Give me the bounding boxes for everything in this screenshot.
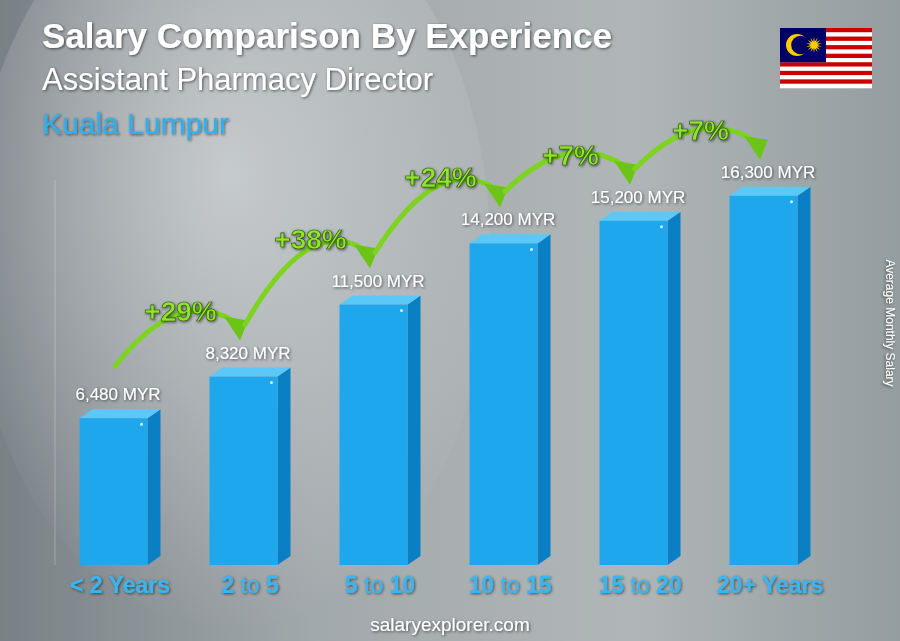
bar-group: [340, 295, 421, 565]
subtitle: Assistant Pharmacy Director: [42, 62, 433, 97]
change-arrows: +29% +38% +24% +7% +7%: [115, 115, 768, 366]
flag-star: [806, 37, 822, 53]
bar-group: [80, 409, 161, 565]
footer: salaryexplorer.com: [370, 614, 529, 635]
bar-top: [210, 367, 291, 376]
bar-highlight: [270, 381, 273, 384]
bar-side: [148, 409, 161, 565]
bar-side: [538, 234, 551, 565]
flag-stripe: [780, 71, 872, 76]
flag-crescent-cut: [791, 36, 810, 55]
bar-top: [470, 234, 551, 243]
label-part: 20: [650, 572, 682, 598]
bar-side: [798, 187, 811, 565]
bar: [80, 418, 148, 565]
y-axis-label: Average Monthly Salary: [883, 259, 897, 386]
data-labels: 6,480 MYR 8,320 MYR 11,500 MYR 14,200 MYR 15…: [75, 163, 815, 404]
change-arrowhead: [484, 183, 508, 207]
label-part: to: [358, 572, 384, 598]
change-label: +29%: [144, 296, 216, 327]
bar-top: [600, 212, 681, 221]
label-part: 2: [221, 572, 234, 598]
label-part: 2: [83, 572, 102, 598]
data-label: 16,300 MYR: [721, 163, 816, 182]
change-label: +7%: [672, 115, 729, 146]
label-part: to: [234, 572, 260, 598]
bar: [470, 243, 538, 565]
bar-group: [210, 367, 291, 565]
bar-group: [730, 187, 811, 565]
change-label: +38%: [274, 224, 346, 255]
x-tick-label: 5 to 10: [345, 572, 415, 598]
change-arrowhead: [614, 161, 638, 185]
bar-side: [668, 212, 681, 565]
chart-svg: 6,480 MYR 8,320 MYR 11,500 MYR 14,200 MYR 15…: [0, 0, 900, 641]
bar: [600, 221, 668, 565]
bar-group: [470, 234, 551, 565]
title: Salary Comparison By Experience: [42, 16, 612, 55]
x-tick-label: 2 to 5: [221, 572, 279, 598]
label-part: 15: [520, 572, 552, 598]
bar: [210, 377, 278, 565]
bar-highlight: [660, 225, 663, 228]
bar-highlight: [790, 200, 793, 203]
bar-side: [408, 295, 421, 565]
label-part: Years: [756, 572, 823, 598]
bar-side: [278, 367, 291, 565]
label-part: to: [624, 572, 650, 598]
label-part: 5: [345, 572, 358, 598]
x-tick-label: < 2 Years: [70, 572, 170, 598]
bar-group: [600, 212, 681, 565]
data-label: 8,320 MYR: [205, 344, 290, 363]
x-tick-label: 10 to 15: [468, 572, 551, 598]
change-arrowhead: [744, 136, 768, 160]
flag-canton: [780, 28, 826, 62]
bar-highlight: [140, 423, 143, 426]
label-part: Years: [103, 572, 170, 598]
bar-highlight: [400, 309, 403, 312]
data-label: 6,480 MYR: [75, 385, 160, 404]
bar-top: [340, 295, 421, 304]
label-part: to: [494, 572, 520, 598]
bar-top: [730, 187, 811, 196]
y-axis-line: [55, 180, 56, 565]
background-dim: [0, 0, 900, 641]
label-part: 5: [260, 572, 279, 598]
bar-top: [80, 409, 161, 418]
flag-stripe: [780, 79, 872, 84]
data-label: 14,200 MYR: [461, 210, 556, 229]
flag: [780, 28, 872, 88]
x-tick-label: 15 to 20: [598, 572, 681, 598]
bar: [340, 305, 408, 565]
x-tick-labels: < 2 Years2 to 55 to 1010 to 1515 to 2020…: [70, 572, 823, 598]
data-label: 15,200 MYR: [591, 188, 686, 207]
bar: [730, 196, 798, 565]
flag-stripe: [780, 62, 872, 67]
label-part: 10: [383, 572, 415, 598]
label-part: 15: [598, 572, 624, 598]
bar-highlight: [530, 248, 533, 251]
background: [0, 0, 900, 641]
location: Kuala Lumpur: [42, 107, 229, 140]
label-part: <: [70, 572, 83, 598]
data-label: 11,500 MYR: [331, 272, 424, 291]
change-label: +7%: [542, 140, 599, 171]
label-part: 10: [468, 572, 494, 598]
x-tick-label: 20+ Years: [717, 572, 823, 598]
change-label: +24%: [404, 162, 476, 193]
flag-stripe: [780, 75, 872, 80]
change-arrowhead: [354, 245, 378, 269]
change-arrowhead: [224, 317, 248, 341]
flag-stripe: [780, 67, 872, 72]
bars: [80, 187, 811, 565]
label-part: 20+: [717, 572, 756, 598]
flag-stripe: [780, 84, 872, 89]
chart-root: 6,480 MYR 8,320 MYR 11,500 MYR 14,200 MYR 15…: [0, 0, 900, 641]
